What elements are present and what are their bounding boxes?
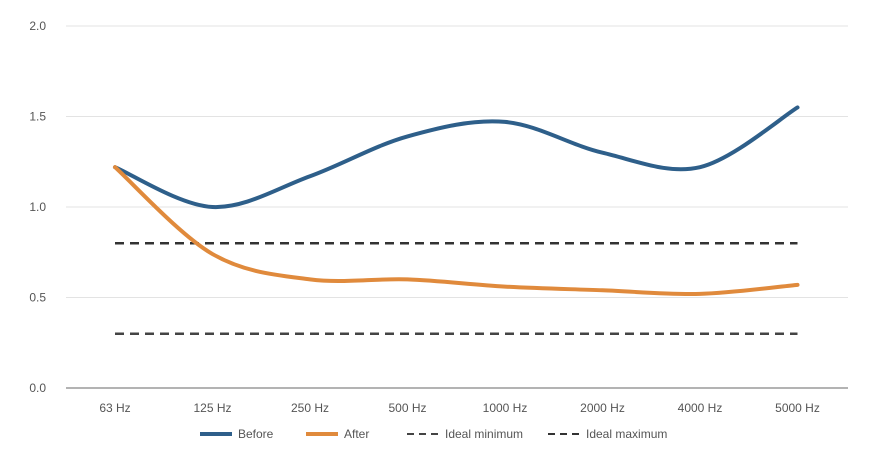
y-tick-label: 1.5 (29, 110, 46, 124)
x-axis-ticks: 63 Hz 125 Hz 250 Hz 500 Hz 1000 Hz 2000 Hz 400… (99, 401, 820, 415)
y-tick-label: 1.0 (29, 200, 46, 214)
y-tick-label: 2.0 (29, 19, 46, 33)
x-tick-label: 250 Hz (291, 401, 329, 415)
legend-item-ideal-maximum: Ideal maximum (548, 427, 667, 441)
x-tick-label: 125 Hz (193, 401, 231, 415)
y-tick-label: 0.5 (29, 291, 46, 305)
x-tick-label: 63 Hz (99, 401, 130, 415)
series-line-before (113, 105, 800, 210)
x-tick-label: 5000 Hz (775, 401, 820, 415)
legend-label: After (344, 427, 369, 441)
y-axis-ticks: 0.0 0.5 1.0 1.5 2.0 (29, 19, 46, 395)
grid-lines (66, 25, 848, 298)
x-tick-label: 1000 Hz (483, 401, 528, 415)
x-tick-label: 2000 Hz (580, 401, 625, 415)
legend-item-before: Before (200, 427, 274, 441)
legend-item-ideal-minimum: Ideal minimum (407, 427, 523, 441)
x-tick-label: 500 Hz (388, 401, 426, 415)
legend-item-after: After (306, 427, 369, 441)
y-tick-label: 0.0 (29, 381, 46, 395)
series-line-after (113, 165, 800, 297)
legend-label: Ideal maximum (586, 427, 667, 441)
legend: Before After Ideal minimum Ideal maximum (200, 427, 667, 441)
legend-label: Ideal minimum (445, 427, 523, 441)
legend-label: Before (238, 427, 274, 441)
series-lines (113, 105, 800, 335)
x-tick-label: 4000 Hz (678, 401, 723, 415)
